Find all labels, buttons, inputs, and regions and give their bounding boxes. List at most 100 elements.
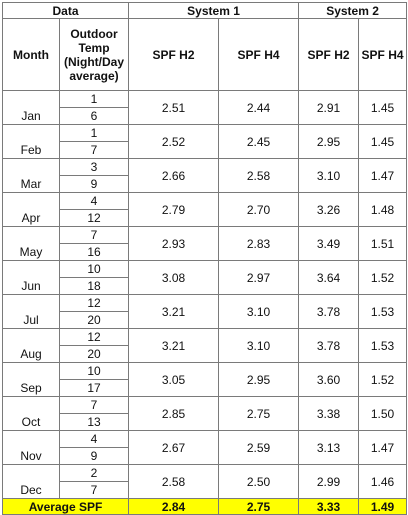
system2-spf-h4-cell: 1.53: [358, 294, 408, 329]
night-temp-cell: 10: [58, 260, 130, 278]
night-temp-cell: 4: [58, 430, 130, 448]
table-row: Aug 12 3.21 3.10 3.78 1.53: [2, 328, 408, 363]
system2-spf-h2-cell: 2.95: [298, 124, 360, 159]
system2-spf-h4-cell: 1.48: [358, 192, 408, 227]
table-row: Nov 4 2.67 2.59 3.13 1.47: [2, 430, 408, 465]
average-s1-spf-h4: 2.75: [218, 498, 300, 515]
system1-spf-h4-cell: 2.70: [218, 192, 300, 227]
night-temp-cell: 3: [58, 158, 130, 176]
header-row-groups: Data System 1 System 2: [1, 2, 408, 19]
night-temp-cell: 10: [58, 362, 130, 380]
day-temp-cell: 7: [58, 141, 130, 159]
header-s2-spf-h4: SPF H4: [358, 18, 408, 91]
system2-spf-h4-cell: 1.50: [358, 396, 408, 431]
system2-spf-h4-cell: 1.46: [358, 464, 408, 499]
system1-spf-h2-cell: 3.08: [128, 260, 220, 295]
night-temp-cell: 7: [58, 396, 130, 414]
table-row: Apr 4 2.79 2.70 3.26 1.48: [2, 192, 408, 227]
day-temp-cell: 9: [58, 447, 130, 465]
night-temp-cell: 1: [58, 90, 130, 108]
header-s1-spf-h2: SPF H2: [128, 18, 220, 91]
system2-spf-h2-cell: 3.38: [298, 396, 360, 431]
month-cell: Sep: [2, 362, 60, 397]
system2-spf-h2-cell: 2.91: [298, 90, 360, 125]
table-row: Oct 7 2.85 2.75 3.38 1.50: [2, 396, 408, 431]
day-temp-cell: 9: [58, 175, 130, 193]
system1-spf-h2-cell: 2.52: [128, 124, 220, 159]
header-s2-spf-h2: SPF H2: [298, 18, 360, 91]
day-temp-cell: 13: [58, 413, 130, 431]
system2-spf-h4-cell: 1.47: [358, 430, 408, 465]
month-cell: Nov: [2, 430, 60, 465]
system2-spf-h4-cell: 1.47: [358, 158, 408, 193]
header-system-2: System 2: [298, 2, 408, 19]
day-temp-cell: 6: [58, 107, 130, 125]
system2-spf-h2-cell: 3.60: [298, 362, 360, 397]
table-row: Jun 10 3.08 2.97 3.64 1.52: [2, 260, 408, 295]
system2-spf-h2-cell: 3.64: [298, 260, 360, 295]
month-cell: Mar: [2, 158, 60, 193]
average-s2-spf-h4: 1.49: [358, 498, 408, 515]
month-cell: Jul: [2, 294, 60, 329]
average-label: Average SPF: [1, 498, 130, 515]
header-outdoor-temp: Outdoor Temp (Night/Day average): [58, 18, 130, 91]
month-cell: Feb: [2, 124, 60, 159]
system1-spf-h2-cell: 3.21: [128, 328, 220, 363]
table-row: Dec 2 2.58 2.50 2.99 1.46: [2, 464, 408, 499]
system1-spf-h2-cell: 2.67: [128, 430, 220, 465]
night-temp-cell: 12: [58, 328, 130, 346]
system2-spf-h2-cell: 3.49: [298, 226, 360, 261]
day-temp-cell: 18: [58, 277, 130, 295]
system2-spf-h4-cell: 1.51: [358, 226, 408, 261]
night-temp-cell: 2: [58, 464, 130, 482]
day-temp-cell: 17: [58, 379, 130, 397]
month-cell: Oct: [2, 396, 60, 431]
system2-spf-h2-cell: 3.78: [298, 328, 360, 363]
header-row-columns: Month Outdoor Temp (Night/Day average) S…: [2, 18, 408, 91]
system1-spf-h2-cell: 2.66: [128, 158, 220, 193]
system2-spf-h2-cell: 3.13: [298, 430, 360, 465]
header-data: Data: [1, 2, 130, 19]
system1-spf-h4-cell: 3.10: [218, 328, 300, 363]
day-temp-cell: 12: [58, 209, 130, 227]
system2-spf-h2-cell: 3.10: [298, 158, 360, 193]
night-temp-cell: 1: [58, 124, 130, 142]
system1-spf-h2-cell: 2.79: [128, 192, 220, 227]
system2-spf-h2-cell: 3.78: [298, 294, 360, 329]
month-cell: Jun: [2, 260, 60, 295]
system1-spf-h4-cell: 2.58: [218, 158, 300, 193]
system2-spf-h4-cell: 1.52: [358, 362, 408, 397]
average-s1-spf-h2: 2.84: [128, 498, 220, 515]
header-s1-spf-h4: SPF H4: [218, 18, 300, 91]
system1-spf-h2-cell: 2.58: [128, 464, 220, 499]
system1-spf-h4-cell: 2.83: [218, 226, 300, 261]
table-row: Jul 12 3.21 3.10 3.78 1.53: [2, 294, 408, 329]
table-body: Jan 1 2.51 2.44 2.91 1.45 6 Feb 1 2.52 2.45 2.95 1.4…: [2, 90, 408, 499]
table-row: 17: [3, 379, 407, 397]
system1-spf-h4-cell: 2.97: [218, 260, 300, 295]
month-cell: May: [2, 226, 60, 261]
system1-spf-h2-cell: 2.51: [128, 90, 220, 125]
average-row: Average SPF 2.84 2.75 3.33 1.49: [1, 498, 408, 515]
month-cell: Apr: [2, 192, 60, 227]
table-row: Mar 3 2.66 2.58 3.10 1.47: [2, 158, 408, 193]
table-row: Feb 1 2.52 2.45 2.95 1.45: [2, 124, 408, 159]
system2-spf-h4-cell: 1.53: [358, 328, 408, 363]
system1-spf-h4-cell: 2.95: [218, 362, 300, 397]
day-temp-cell: 16: [58, 243, 130, 261]
system1-spf-h2-cell: 3.21: [128, 294, 220, 329]
system2-spf-h4-cell: 1.45: [358, 90, 408, 125]
day-temp-cell: 20: [58, 345, 130, 363]
night-temp-cell: 7: [58, 226, 130, 244]
night-temp-cell: 4: [58, 192, 130, 210]
system1-spf-h2-cell: 2.85: [128, 396, 220, 431]
month-cell: Dec: [2, 464, 60, 499]
system1-spf-h4-cell: 2.50: [218, 464, 300, 499]
system1-spf-h2-cell: 2.93: [128, 226, 220, 261]
system1-spf-h4-cell: 3.10: [218, 294, 300, 329]
system1-spf-h4-cell: 2.44: [218, 90, 300, 125]
day-temp-cell: 20: [58, 311, 130, 329]
table-row: 12: [3, 209, 407, 227]
system1-spf-h4-cell: 2.45: [218, 124, 300, 159]
average-s2-spf-h2: 3.33: [298, 498, 360, 515]
